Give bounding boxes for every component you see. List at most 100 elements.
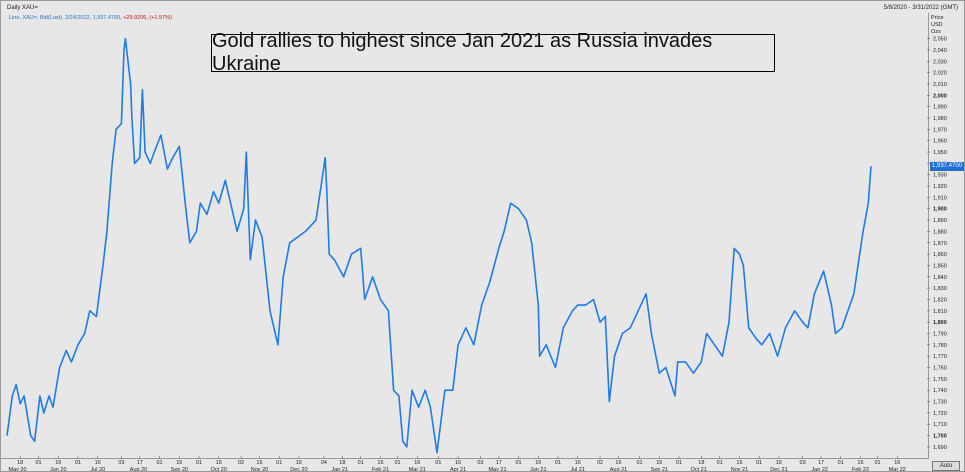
y-tick-label: 1,820 xyxy=(933,297,947,303)
series-legend: Line, XAU=, Bid(Last), 2/24/2022, 1,937.… xyxy=(9,15,172,21)
y-tick-label: 2,040 xyxy=(933,48,947,54)
x-tick-label: 01 xyxy=(196,460,202,466)
x-month-label: Jul 20 xyxy=(90,467,105,471)
date-range: 5/8/2020 - 3/31/2022 (GMT) xyxy=(883,5,958,11)
x-tick-label: 16 xyxy=(776,460,782,466)
y-tick-label: 2,010 xyxy=(933,82,947,88)
y-tick-label: 1,980 xyxy=(933,116,947,122)
x-tick-label: 01 xyxy=(874,460,880,466)
x-tick-label: 01 xyxy=(515,460,521,466)
y-tick-label: 1,800 xyxy=(933,320,947,326)
x-tick-label: 03 xyxy=(118,460,124,466)
x-tick-label: 01 xyxy=(636,460,642,466)
y-tick-label: 1,770 xyxy=(933,354,947,360)
x-month-label: Dec 20 xyxy=(290,467,307,471)
x-tick-label: 01 xyxy=(838,460,844,466)
x-tick-label: 18 xyxy=(698,460,704,466)
y-tick-label: 1,810 xyxy=(933,309,947,315)
y-tick-label: 1,870 xyxy=(933,241,947,247)
y-tick-label: 1,710 xyxy=(933,422,947,428)
x-tick-label: 16 xyxy=(414,460,420,466)
price-axis-header-price: Price xyxy=(931,15,944,21)
x-tick-label: 01 xyxy=(756,460,762,466)
x-tick-label: 16 xyxy=(296,460,302,466)
x-month-label: Feb 21 xyxy=(372,467,389,471)
x-tick-label: 17 xyxy=(818,460,824,466)
x-tick-label: 01 xyxy=(156,460,162,466)
x-tick-label: 16 xyxy=(176,460,182,466)
y-tick-label: 2,000 xyxy=(933,93,947,99)
x-month-label: Oct 21 xyxy=(691,467,707,471)
x-month-label: Sep 21 xyxy=(651,467,668,471)
x-tick-label: 01 xyxy=(676,460,682,466)
y-tick-label: 2,030 xyxy=(933,59,947,65)
x-month-label: Nov 20 xyxy=(251,467,268,471)
x-tick-label: 01 xyxy=(358,460,364,466)
x-month-label: Nov 21 xyxy=(731,467,748,471)
y-tick-label: 1,750 xyxy=(933,377,947,383)
x-tick-label: 02 xyxy=(597,460,603,466)
x-tick-label: 16 xyxy=(736,460,742,466)
y-tick-label: 1,780 xyxy=(933,343,947,349)
x-month-label: May 20 xyxy=(8,467,26,471)
x-tick-label: 04 xyxy=(321,460,327,466)
legend-change: +29.9206, (+1.57%) xyxy=(123,15,172,21)
x-tick-label: 01 xyxy=(276,460,282,466)
x-tick-label: 16 xyxy=(615,460,621,466)
y-tick-label: 1,740 xyxy=(933,388,947,394)
x-tick-label: 18 xyxy=(339,460,345,466)
window-title: Daily XAU= xyxy=(7,5,38,11)
x-month-label: Feb 22 xyxy=(852,467,869,471)
x-tick-label: 01 xyxy=(435,460,441,466)
x-tick-label: 16 xyxy=(535,460,541,466)
x-tick-label: 16 xyxy=(95,460,101,466)
x-tick-label: 16 xyxy=(256,460,262,466)
y-tick-label: 1,690 xyxy=(933,445,947,451)
chart-title-box: Gold rallies to highest since Jan 2021 a… xyxy=(211,30,775,75)
y-tick-label: 1,700 xyxy=(933,434,947,440)
plot-area[interactable] xyxy=(1,13,929,459)
y-tick-label: 1,910 xyxy=(933,195,947,201)
price-axis-header-unit: Ozs xyxy=(931,29,941,35)
y-tick-label: 1,860 xyxy=(933,252,947,258)
x-tick-label: 01 xyxy=(395,460,401,466)
x-month-label: Jun 21 xyxy=(530,467,547,471)
y-tick-label: 1,880 xyxy=(933,229,947,235)
y-tick-label: 1,790 xyxy=(933,332,947,338)
x-tick-label: 17 xyxy=(137,460,143,466)
x-tick-label: 01 xyxy=(717,460,723,466)
x-tick-label: 01 xyxy=(35,460,41,466)
x-tick-label: 16 xyxy=(377,460,383,466)
y-tick-label: 1,900 xyxy=(933,207,947,213)
x-tick-label: 16 xyxy=(656,460,662,466)
x-tick-label: 03 xyxy=(477,460,483,466)
last-price-badge: 1,937.4700 xyxy=(930,162,964,172)
x-tick-label: 01 xyxy=(75,460,81,466)
y-tick-label: 1,840 xyxy=(933,275,947,281)
x-tick-label: 03 xyxy=(800,460,806,466)
x-tick-label: 18 xyxy=(17,460,23,466)
y-tick-label: 2,050 xyxy=(933,37,947,43)
x-month-label: Oct 20 xyxy=(211,467,227,471)
auto-scale-button[interactable]: Auto xyxy=(932,461,960,471)
y-tick-label: 1,950 xyxy=(933,150,947,156)
y-tick-label: 1,730 xyxy=(933,400,947,406)
x-tick-label: 16 xyxy=(55,460,61,466)
x-month-label: Mar 22 xyxy=(889,467,906,471)
y-tick-label: 1,760 xyxy=(933,366,947,372)
x-month-label: Mar 21 xyxy=(409,467,426,471)
x-month-label: Jan 22 xyxy=(811,467,828,471)
y-tick-label: 1,930 xyxy=(933,173,947,179)
x-month-label: Jun 20 xyxy=(50,467,67,471)
price-axis-header: Price USD Ozs xyxy=(931,15,944,36)
y-tick-label: 1,890 xyxy=(933,218,947,224)
x-month-label: Jul 21 xyxy=(570,467,585,471)
x-month-label: Aug 20 xyxy=(130,467,147,471)
x-month-label: Dec 21 xyxy=(770,467,787,471)
x-month-label: Jan 21 xyxy=(331,467,348,471)
x-month-label: May 21 xyxy=(488,467,506,471)
chart-title: Gold rallies to highest since Jan 2021 a… xyxy=(212,30,713,75)
x-tick-label: 16 xyxy=(894,460,900,466)
